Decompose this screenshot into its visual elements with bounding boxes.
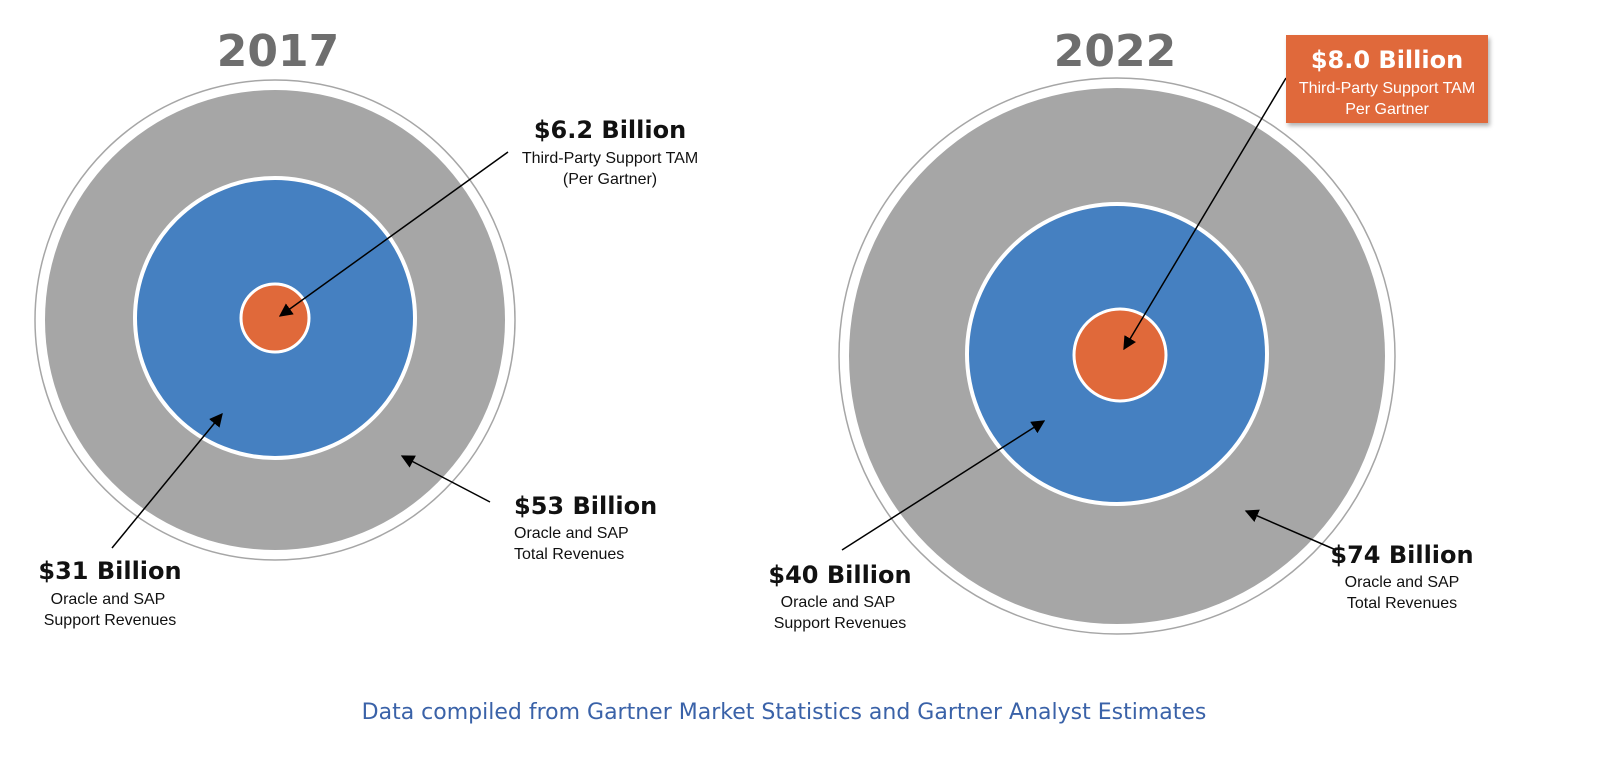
tam-desc-line2-2017: (Per Gartner) (563, 171, 657, 188)
arrow-tam-2017 (278, 151, 509, 317)
arrow-support-2022 (841, 420, 1046, 551)
third-party-tam-circle-2022 (1072, 307, 1168, 403)
support-label-2022: $40 Billion Oracle and SAP Support Reven… (768, 561, 911, 632)
panel-2017: 2017 $6.2 Billion Third-Party Support TA… (34, 26, 698, 629)
tam-desc-line1-2017: Third-Party Support TAM (522, 150, 698, 167)
tam-label-2017: $6.2 Billion Third-Party Support TAM (Pe… (522, 116, 698, 188)
support-amount-2017: $31 Billion (38, 557, 181, 585)
total-desc-line2-2022: Total Revenues (1347, 595, 1457, 612)
support-amount-2022: $40 Billion (768, 561, 911, 589)
source-note: Data compiled from Gartner Market Statis… (362, 700, 1207, 725)
arrow-tam-2022 (1123, 77, 1287, 351)
total-desc-line2-2017: Total Revenues (514, 546, 624, 563)
support-desc-line2-2017: Support Revenues (44, 612, 177, 629)
tam-amount-2022: $8.0 Billion (1311, 46, 1463, 74)
total-desc-line1-2022: Oracle and SAP (1345, 574, 1460, 591)
year-label-2022: 2022 (1054, 26, 1176, 77)
tam-callout-2022: $8.0 Billion Third-Party Support TAM Per… (1286, 35, 1488, 123)
total-amount-2022: $74 Billion (1330, 541, 1473, 569)
support-label-2017: $31 Billion Oracle and SAP Support Reven… (38, 557, 181, 629)
total-amount-2017: $53 Billion (514, 492, 657, 520)
tam-amount-2017: $6.2 Billion (534, 116, 686, 144)
arrow-support-2017 (111, 412, 223, 549)
tam-desc-line2-2022: Per Gartner (1345, 101, 1429, 118)
support-desc-line2-2022: Support Revenues (774, 615, 907, 632)
tam-desc-line1-2022: Third-Party Support TAM (1299, 80, 1475, 97)
total-desc-line1-2017: Oracle and SAP (514, 525, 629, 542)
support-desc-line1-2022: Oracle and SAP (781, 594, 896, 611)
third-party-tam-circle-2017 (239, 282, 311, 354)
total-label-2017: $53 Billion Oracle and SAP Total Revenue… (514, 492, 657, 563)
arrow-total-2017 (400, 455, 491, 503)
support-desc-line1-2017: Oracle and SAP (51, 591, 166, 608)
arrow-total-2022 (1244, 509, 1337, 551)
total-label-2022: $74 Billion Oracle and SAP Total Revenue… (1330, 541, 1473, 612)
tam-callout-box-2022 (1286, 35, 1488, 123)
panel-2022: 2022 $8.0 Billion Third-Party Support TA… (768, 26, 1488, 635)
year-label-2017: 2017 (217, 26, 339, 77)
